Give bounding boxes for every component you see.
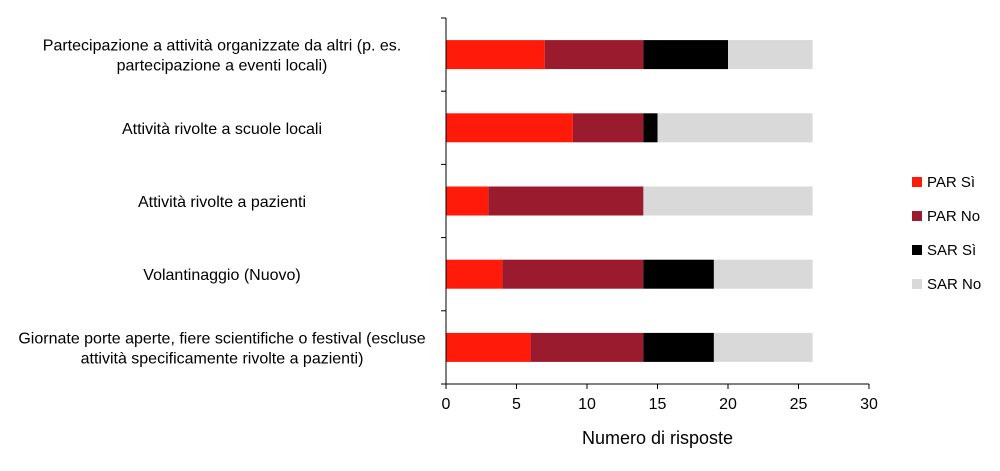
bar-par-no-0 — [544, 40, 644, 70]
bar-sar-no-1 — [657, 113, 813, 143]
legend-label-0: PAR Sì — [927, 174, 975, 191]
plot-area: Partecipazione a attività organizzate da… — [18, 17, 878, 448]
category-label-4: Giornate porte aperte, fiere scientifich… — [18, 330, 425, 367]
legend-swatch-2 — [912, 245, 922, 255]
legend: PAR Sì PAR No SAR Sì SAR No — [912, 174, 981, 293]
bar-sar-s--1 — [643, 113, 658, 143]
legend-label-3: SAR No — [927, 276, 981, 293]
legend-label-2: SAR Sì — [927, 242, 976, 259]
category-label-1: Attività rivolte a scuole locali — [122, 121, 322, 138]
bar-sar-no-2 — [643, 186, 813, 216]
x-tick-label-6: 30 — [860, 396, 878, 413]
bar-par-no-4 — [530, 332, 644, 362]
bar-par-s--4 — [446, 332, 531, 362]
bar-par-s--2 — [446, 186, 489, 216]
legend-label-1: PAR No — [927, 208, 980, 225]
bar-par-s--1 — [446, 113, 573, 143]
x-axis-title: Numero di risposte — [582, 428, 733, 448]
bar-par-no-2 — [488, 186, 644, 216]
x-tick-label-2: 10 — [578, 396, 596, 413]
category-label-0: Partecipazione a attività organizzate da… — [43, 38, 401, 75]
x-tick-label-5: 25 — [790, 396, 808, 413]
x-tick-label-1: 5 — [512, 396, 521, 413]
bar-par-no-3 — [502, 259, 644, 289]
legend-swatch-0 — [912, 177, 922, 187]
bar-par-s--0 — [446, 40, 545, 70]
legend-swatch-1 — [912, 211, 922, 221]
x-tick-label-4: 20 — [719, 396, 737, 413]
legend-swatch-3 — [912, 279, 922, 289]
bar-sar-no-4 — [713, 332, 813, 362]
bar-par-no-1 — [572, 113, 644, 143]
bar-sar-s--4 — [643, 332, 714, 362]
category-label-2: Attività rivolte a pazienti — [138, 194, 306, 211]
bar-sar-no-3 — [713, 259, 813, 289]
x-tick-label-0: 0 — [442, 396, 451, 413]
category-label-3: Volantinaggio (Nuovo) — [143, 267, 300, 284]
x-tick-label-3: 15 — [649, 396, 667, 413]
bar-sar-s--0 — [643, 40, 728, 70]
bar-sar-no-0 — [728, 40, 813, 70]
bar-par-s--3 — [446, 259, 503, 289]
bar-sar-s--3 — [643, 259, 714, 289]
